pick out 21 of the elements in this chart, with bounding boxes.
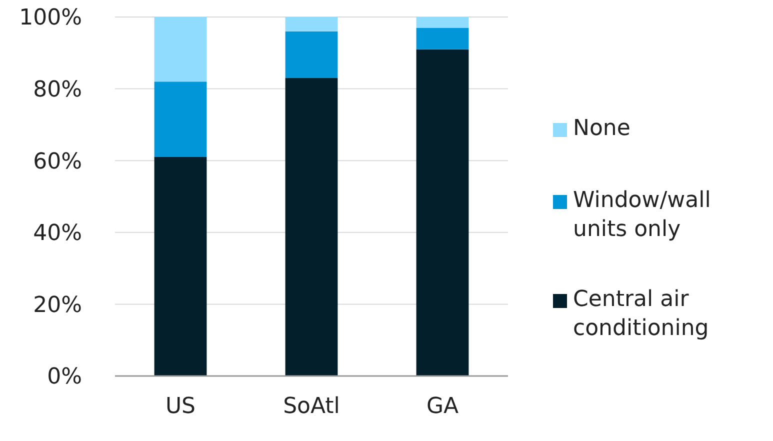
x-tick-label: US bbox=[165, 394, 196, 419]
y-tick-label: 80% bbox=[33, 78, 82, 102]
legend-label: Window/wall units only bbox=[573, 188, 711, 242]
bar bbox=[416, 17, 469, 28]
y-tick-label: 40% bbox=[33, 221, 82, 246]
x-tick-label: SoAtl bbox=[283, 394, 340, 419]
bar bbox=[285, 17, 338, 32]
bar bbox=[285, 31, 338, 78]
y-tick-label: 100% bbox=[19, 6, 82, 31]
bar bbox=[416, 28, 469, 50]
bar bbox=[285, 78, 338, 376]
legend-label: None bbox=[573, 116, 630, 141]
y-tick-label: 0% bbox=[47, 364, 82, 390]
bar bbox=[154, 82, 207, 158]
y-tick-label: 60% bbox=[33, 149, 82, 174]
legend-label: Central air conditioning bbox=[573, 287, 709, 341]
bar bbox=[416, 49, 469, 376]
y-tick-label: 20% bbox=[33, 292, 82, 318]
bar bbox=[154, 17, 207, 82]
bar bbox=[154, 157, 207, 376]
x-tick-label: GA bbox=[426, 394, 459, 419]
